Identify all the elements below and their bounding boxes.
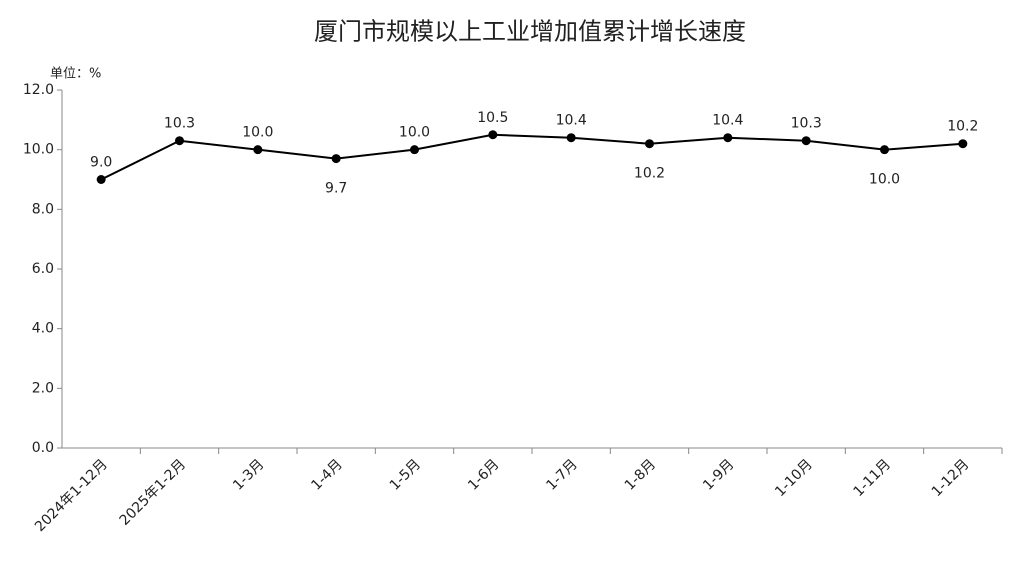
x-tick-label: 1-10月 bbox=[772, 456, 816, 500]
point bbox=[801, 136, 811, 146]
data-label: 10.4 bbox=[556, 113, 587, 129]
data-label: 10.3 bbox=[791, 116, 822, 132]
data-label: 10.4 bbox=[712, 113, 743, 129]
x-tick-label: 1-4月 bbox=[308, 456, 345, 493]
x-tick-label: 1-11月 bbox=[850, 456, 894, 500]
data-label: 10.2 bbox=[947, 119, 978, 135]
line bbox=[100, 133, 963, 181]
point bbox=[723, 133, 733, 143]
y-tick-label: 8.0 bbox=[32, 201, 54, 217]
y-tick-label: 0.0 bbox=[32, 440, 54, 456]
point bbox=[175, 136, 184, 146]
point bbox=[645, 139, 654, 149]
data-label: 9.0 bbox=[90, 155, 112, 171]
x-tick-label: 1-12月 bbox=[929, 456, 973, 500]
y-tick-label: 4.0 bbox=[32, 321, 54, 337]
data-label: 10.5 bbox=[477, 110, 508, 126]
y-axis-unit: 单位：% bbox=[50, 67, 101, 82]
x-tick-label: 1-6月 bbox=[465, 456, 502, 493]
y-tick-label: 6.0 bbox=[32, 261, 54, 277]
x-tick-label: 2024年1-12月 bbox=[32, 456, 111, 535]
point bbox=[331, 154, 341, 164]
y-tick-label: 12.0 bbox=[23, 82, 54, 98]
y-tick-label: 2.0 bbox=[32, 380, 54, 396]
data-label: 10.0 bbox=[242, 125, 273, 141]
point bbox=[253, 145, 263, 155]
point bbox=[410, 145, 419, 155]
data-label: 10.3 bbox=[164, 116, 195, 132]
y-tick-label: 10.0 bbox=[23, 142, 54, 158]
data-label: 10.0 bbox=[869, 172, 900, 188]
data-label: 9.7 bbox=[325, 181, 347, 197]
x-tick-label: 1-8月 bbox=[622, 456, 659, 493]
point bbox=[958, 139, 968, 149]
x-tick-label: 1-7月 bbox=[543, 456, 580, 493]
point bbox=[880, 145, 889, 155]
point bbox=[96, 175, 106, 184]
chart-title: 厦门市规模以上工业增加值累计增长速度 bbox=[314, 18, 746, 46]
x-tick-label: 1-3月 bbox=[230, 456, 267, 493]
x-tick-label: 1-9月 bbox=[700, 456, 737, 493]
point bbox=[488, 130, 498, 140]
x-tick-label: 1-5月 bbox=[387, 456, 424, 493]
x-tick-label: 2025年1-2月 bbox=[117, 456, 189, 528]
data-label: 10.2 bbox=[634, 166, 665, 182]
point bbox=[566, 133, 576, 143]
data-label: 10.0 bbox=[399, 125, 430, 141]
